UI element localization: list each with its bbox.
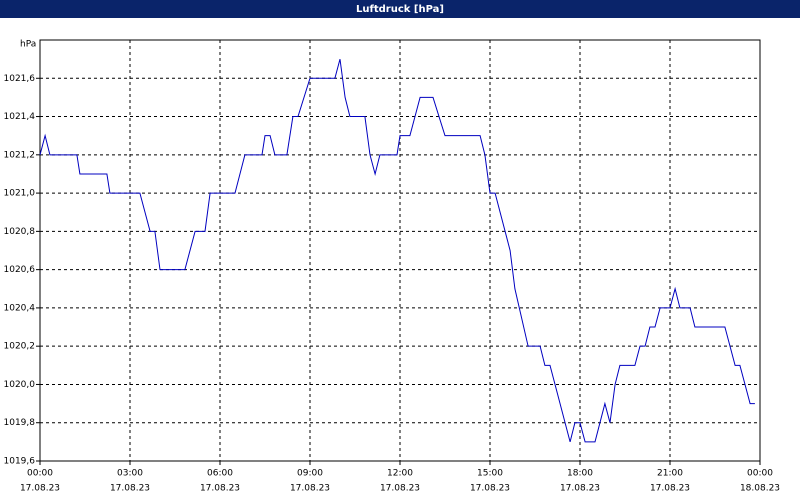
y-tick-label: 1020,0	[4, 380, 36, 390]
x-tick-label: 18:00	[567, 469, 593, 479]
x-tick-label: 21:00	[657, 469, 683, 479]
x-tick-label: 17.08.23	[110, 484, 150, 494]
x-tick-label: 17.08.23	[650, 484, 690, 494]
x-tick-label: 18.08.23	[740, 484, 780, 494]
x-tick-label: 00:00	[27, 469, 53, 479]
y-tick-label: 1021,0	[4, 189, 36, 199]
x-tick-label: 00:00	[747, 469, 773, 479]
y-tick-label: 1020,6	[4, 265, 36, 275]
y-tick-label: 1019,8	[4, 418, 36, 428]
y-tick-label: 1020,4	[4, 303, 36, 313]
x-tick-label: 09:00	[297, 469, 323, 479]
x-tick-label: 17.08.23	[470, 484, 510, 494]
y-tick-label: 1021,4	[4, 112, 36, 122]
line	[39, 59, 755, 443]
title-bar	[0, 0, 800, 18]
y-tick-label: 1021,2	[4, 150, 36, 160]
y-tick-label: 1019,6	[4, 457, 36, 467]
x-tick-label: 15:00	[477, 469, 503, 479]
y-unit: hPa	[20, 40, 36, 50]
x-tick-label: 17.08.23	[200, 484, 240, 494]
x-tick-label: 06:00	[207, 469, 233, 479]
x-tick-label: 03:00	[117, 469, 143, 479]
x-tick-label: 17.08.23	[380, 484, 420, 494]
x-tick-label: 12:00	[387, 469, 413, 479]
y-tick-label: 1021,6	[4, 74, 36, 84]
y-tick-label: 1020,8	[4, 227, 36, 237]
x-tick-label: 17.08.23	[290, 484, 330, 494]
x-tick-label: 17.08.23	[560, 484, 600, 494]
x-tick-label: 17.08.23	[20, 484, 60, 494]
chart-title: Luftdruck [hPa]	[356, 4, 444, 15]
y-tick-label: 1020,2	[4, 342, 36, 352]
